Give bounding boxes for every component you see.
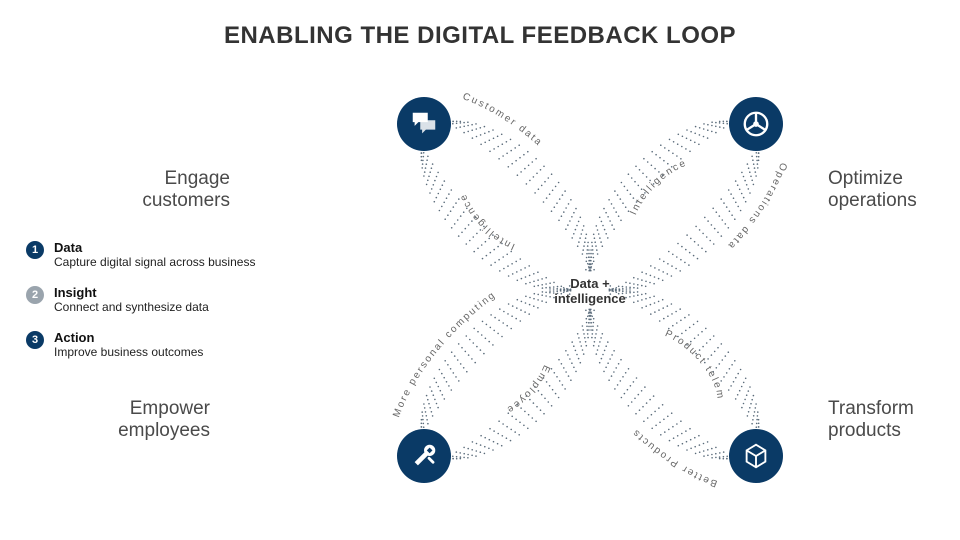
node-engage bbox=[397, 97, 451, 151]
arc-label-out-transform: Better Products bbox=[630, 426, 719, 489]
center-label-line1: Data + bbox=[540, 276, 640, 291]
legend-item-3: 3 Action Improve business outcomes bbox=[26, 330, 266, 359]
arc-label-out-empower: More personal computing bbox=[391, 289, 498, 419]
legend-badge-3: 3 bbox=[26, 331, 44, 349]
speech-bubbles-icon bbox=[409, 109, 439, 139]
label-engage: Engage customers bbox=[100, 168, 230, 212]
node-transform bbox=[729, 429, 783, 483]
node-optimize bbox=[729, 97, 783, 151]
arc-label-in-engage: Intelligence bbox=[457, 191, 516, 252]
center-label-line2: intelligence bbox=[540, 291, 640, 306]
diagram-stage: ENABLING THE DIGITAL FEEDBACK LOOP Custo… bbox=[0, 0, 960, 540]
node-empower bbox=[397, 429, 451, 483]
center-label: Data + intelligence bbox=[540, 276, 640, 306]
arc-label-out-engage: Customer data bbox=[461, 91, 545, 149]
arc-label-out-optimize: Operations data bbox=[725, 161, 789, 252]
label-empower: Empower employees bbox=[80, 398, 210, 442]
legend-item-1: 1 Data Capture digital signal across bus… bbox=[26, 240, 266, 269]
legend-desc-2: Connect and synthesize data bbox=[54, 300, 209, 314]
legend-desc-1: Capture digital signal across business bbox=[54, 255, 255, 269]
legend-desc-3: Improve business outcomes bbox=[54, 345, 203, 359]
legend-title-3: Action bbox=[54, 330, 203, 345]
tools-icon bbox=[409, 441, 439, 471]
arc-label-in-optimize: Intelligence bbox=[628, 157, 689, 216]
legend-badge-2: 2 bbox=[26, 286, 44, 304]
cube-icon bbox=[741, 441, 771, 471]
label-transform: Transform products bbox=[828, 398, 960, 442]
legend-badge-1: 1 bbox=[26, 241, 44, 259]
legend-item-2: 2 Insight Connect and synthesize data bbox=[26, 285, 266, 314]
steering-wheel-icon bbox=[741, 109, 771, 139]
legend: 1 Data Capture digital signal across bus… bbox=[26, 240, 266, 375]
legend-title-1: Data bbox=[54, 240, 255, 255]
legend-title-2: Insight bbox=[54, 285, 209, 300]
arc-label-in-empower: Employee bbox=[503, 363, 551, 416]
label-optimize: Optimize operations bbox=[828, 168, 960, 212]
